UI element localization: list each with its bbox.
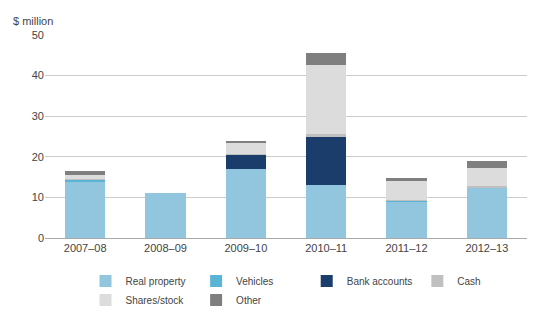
svg-text:2007–08: 2007–08 <box>64 242 107 254</box>
svg-text:2011–12: 2011–12 <box>385 242 427 254</box>
svg-text:30: 30 <box>32 110 44 122</box>
svg-text:Cash: Cash <box>457 276 480 287</box>
svg-text:2012–13: 2012–13 <box>465 242 508 254</box>
svg-text:2009–10: 2009–10 <box>224 242 267 254</box>
svg-text:Real property: Real property <box>126 276 186 287</box>
svg-text:Shares/stock: Shares/stock <box>126 295 185 306</box>
svg-text:$ million: $ million <box>13 15 53 27</box>
svg-text:Other: Other <box>236 295 262 306</box>
svg-text:0: 0 <box>38 232 44 244</box>
svg-text:Vehicles: Vehicles <box>236 276 273 287</box>
svg-text:Bank accounts: Bank accounts <box>347 276 413 287</box>
svg-text:2008–09: 2008–09 <box>144 242 187 254</box>
svg-text:10: 10 <box>32 191 44 203</box>
svg-text:50: 50 <box>32 29 44 41</box>
svg-text:2010–11: 2010–11 <box>305 242 347 254</box>
svg-text:20: 20 <box>32 151 44 163</box>
svg-text:40: 40 <box>32 69 44 81</box>
